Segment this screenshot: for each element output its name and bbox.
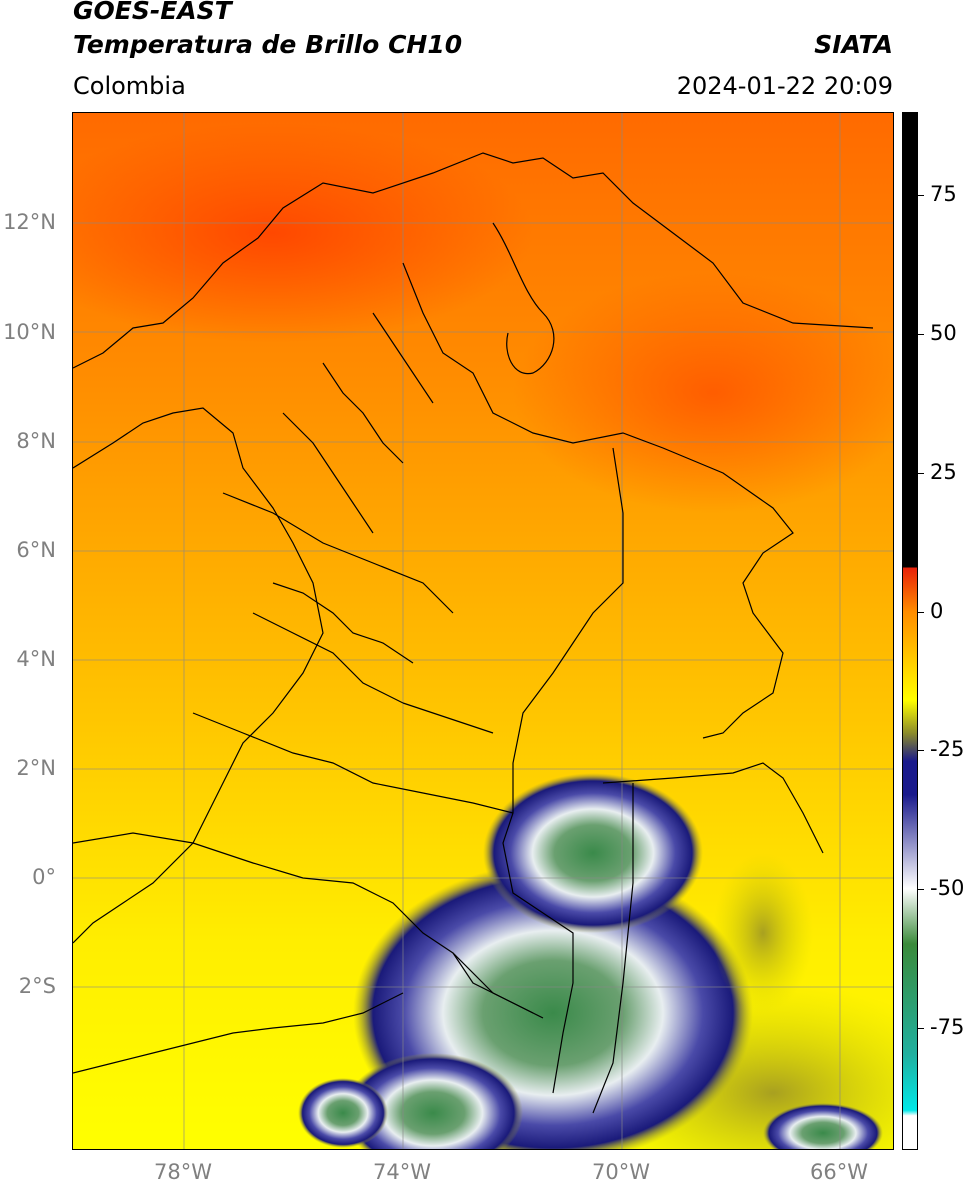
colorbar-tick-label: -75: [930, 1014, 965, 1039]
colorbar: [902, 112, 918, 1150]
gridlines: [73, 113, 893, 1149]
colorbar-tick-mark: [918, 611, 924, 613]
lat-tick: 6°N: [16, 538, 56, 562]
colorbar-tick-label: -50: [930, 876, 965, 901]
storm-cell: [483, 773, 703, 933]
title-product: Temperatura de Brillo CH10: [73, 30, 463, 59]
colorbar-tick-mark: [918, 1027, 924, 1029]
lat-tick: 10°N: [3, 320, 56, 344]
storm-cell: [343, 1053, 523, 1149]
title-satellite: GOES-EAST: [73, 0, 232, 25]
colorbar-tick-mark: [918, 472, 924, 474]
lon-tick: 74°W: [373, 1160, 431, 1184]
storm-cell: [298, 1078, 388, 1148]
colorbar-tick-label: 75: [930, 182, 957, 207]
colorbar-tick-mark: [918, 889, 924, 891]
lon-tick: 66°W: [810, 1160, 868, 1184]
colorbar-tick-mark: [918, 334, 924, 336]
colorbar-tick-mark: [918, 195, 924, 197]
lat-tick: 4°N: [16, 647, 56, 671]
region-label: Colombia: [73, 72, 186, 100]
map-panel: [72, 112, 894, 1150]
colorbar-tick-label: 50: [930, 321, 957, 346]
colorbar-tick-label: 0: [930, 598, 944, 623]
lat-tick: 8°N: [16, 429, 56, 453]
lat-tick: 0°: [32, 865, 56, 889]
country-borders: [73, 152, 874, 1114]
source-label: SIATA: [814, 30, 893, 59]
lon-tick: 70°W: [592, 1160, 650, 1184]
lat-tick: 2°S: [18, 974, 56, 998]
lon-tick: 78°W: [154, 1160, 212, 1184]
datetime-label: 2024-01-22 20:09: [676, 72, 893, 100]
colorbar-tick-label: -25: [930, 737, 965, 762]
colorbar-tick-mark: [918, 750, 924, 752]
colorbar-tick-label: 25: [930, 459, 957, 484]
map-canvas: [73, 113, 893, 1149]
lat-tick: 12°N: [3, 210, 56, 234]
storm-cell: [763, 1103, 883, 1149]
warm-region: [513, 273, 893, 513]
lat-tick: 2°N: [16, 756, 56, 780]
cloud-region: [713, 853, 813, 1013]
